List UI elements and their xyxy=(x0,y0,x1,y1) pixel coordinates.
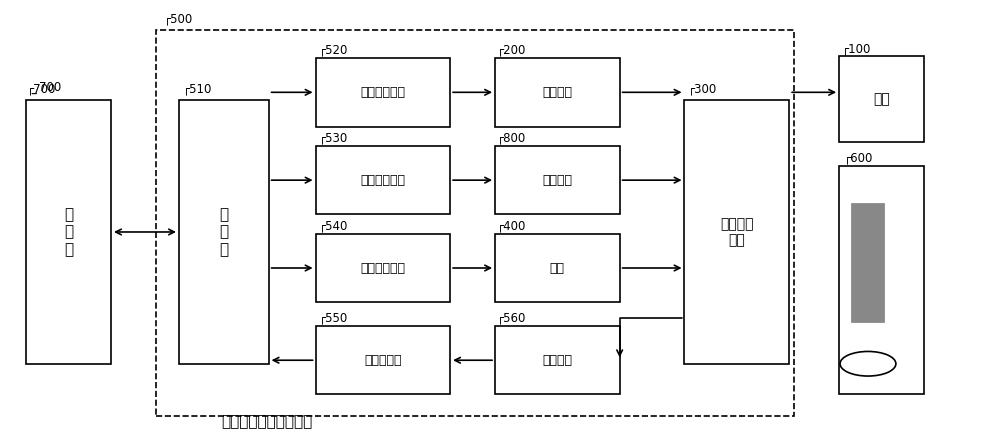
Text: ┌500: ┌500 xyxy=(164,12,193,26)
Text: ┌510: ┌510 xyxy=(183,83,212,96)
Text: 上
位
机: 上 位 机 xyxy=(64,207,73,257)
Circle shape xyxy=(840,351,896,376)
Text: 第一电机: 第一电机 xyxy=(542,86,572,99)
Text: 第一驱动电路: 第一驱动电路 xyxy=(360,86,405,99)
Text: 模数转换器: 模数转换器 xyxy=(364,354,402,367)
Text: 光源驱动电路: 光源驱动电路 xyxy=(360,262,405,275)
Text: 时间分辨荧光分析系统: 时间分辨荧光分析系统 xyxy=(221,415,312,430)
Text: ┌560: ┌560 xyxy=(497,311,526,324)
Text: ┌540: ┌540 xyxy=(319,219,348,232)
Text: ┌700: ┌700 xyxy=(27,83,57,96)
Text: ┌550: ┌550 xyxy=(319,311,348,324)
FancyBboxPatch shape xyxy=(26,100,111,364)
Text: ┌100: ┌100 xyxy=(842,42,871,55)
Text: 第二电机: 第二电机 xyxy=(542,174,572,187)
Text: 滤波电路: 滤波电路 xyxy=(542,354,572,367)
FancyBboxPatch shape xyxy=(316,326,450,395)
Text: ┌400: ┌400 xyxy=(497,219,526,232)
FancyBboxPatch shape xyxy=(495,326,620,395)
Text: ┌200: ┌200 xyxy=(497,43,526,56)
FancyBboxPatch shape xyxy=(684,100,789,364)
Text: 光源: 光源 xyxy=(550,262,565,275)
Text: ┌520: ┌520 xyxy=(319,43,348,56)
FancyBboxPatch shape xyxy=(316,234,450,302)
FancyBboxPatch shape xyxy=(839,56,924,142)
Text: 第二驱动电路: 第二驱动电路 xyxy=(360,174,405,187)
FancyBboxPatch shape xyxy=(179,100,269,364)
FancyBboxPatch shape xyxy=(851,203,884,322)
Text: 光学检测
单元: 光学检测 单元 xyxy=(720,217,754,247)
Text: ┌300: ┌300 xyxy=(687,83,717,96)
FancyBboxPatch shape xyxy=(316,58,450,126)
Text: ┌800: ┌800 xyxy=(497,131,526,144)
FancyBboxPatch shape xyxy=(495,58,620,126)
Text: ┌600: ┌600 xyxy=(844,151,873,164)
Text: 导轨: 导轨 xyxy=(873,92,890,106)
Text: 单
片
机: 单 片 机 xyxy=(219,207,228,257)
FancyBboxPatch shape xyxy=(495,234,620,302)
FancyBboxPatch shape xyxy=(495,146,620,214)
FancyBboxPatch shape xyxy=(839,166,924,395)
Text: ┌530: ┌530 xyxy=(319,131,348,144)
Text: 700: 700 xyxy=(39,80,62,94)
FancyBboxPatch shape xyxy=(316,146,450,214)
